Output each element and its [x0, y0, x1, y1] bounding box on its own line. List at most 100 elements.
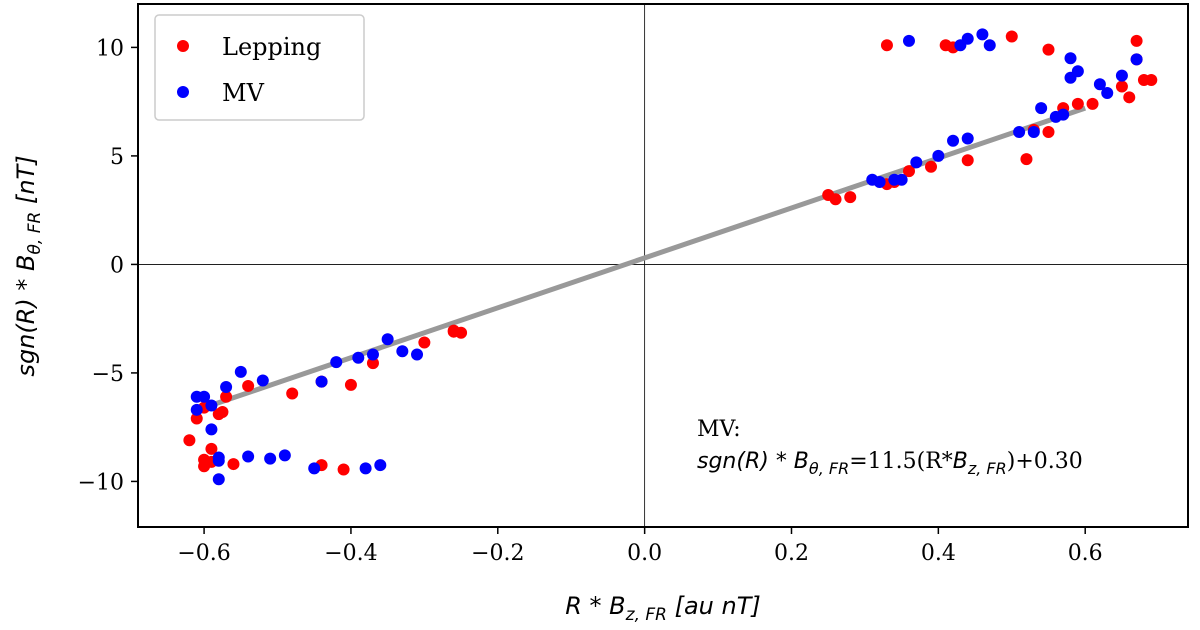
- svg-text:sgn(R) * Bθ, FR [nT]: sgn(R) * Bθ, FR [nT]: [12, 155, 45, 376]
- y-tick-label: −5: [92, 362, 124, 387]
- data-point-mv: [198, 390, 211, 403]
- data-point-mv: [932, 149, 945, 162]
- x-axis-ticks: −0.6 −0.4 −0.2 0.0 0.2 0.4 0.6: [177, 527, 1103, 566]
- data-point-mv: [947, 134, 960, 147]
- legend-label-lepping: Lepping: [222, 33, 321, 61]
- points-layer: [183, 28, 1158, 486]
- data-point-lepping: [1145, 73, 1158, 86]
- data-point-lepping: [829, 193, 842, 206]
- x-tick-label: 0.6: [1068, 541, 1103, 566]
- legend-marker-lepping: [177, 40, 189, 52]
- data-point-lepping: [220, 390, 233, 403]
- data-point-mv: [873, 175, 886, 188]
- data-point-mv: [961, 132, 974, 145]
- data-point-mv: [411, 348, 424, 361]
- data-point-mv: [961, 32, 974, 45]
- data-point-lepping: [242, 379, 255, 392]
- data-point-mv: [1027, 126, 1040, 139]
- y-axis-label: sgn(R) * Bθ, FR [nT]: [12, 155, 45, 376]
- data-point-lepping: [961, 154, 974, 167]
- data-point-lepping: [925, 160, 938, 173]
- data-point-mv: [205, 423, 218, 436]
- data-point-mv: [256, 374, 269, 387]
- legend-label-mv: MV: [222, 79, 265, 107]
- data-point-mv: [278, 449, 291, 462]
- data-point-mv: [212, 473, 225, 486]
- data-point-lepping: [1042, 43, 1055, 56]
- data-point-mv: [315, 375, 328, 388]
- y-tick-label: 10: [96, 36, 124, 61]
- data-point-mv: [190, 403, 203, 416]
- data-point-mv: [220, 381, 233, 394]
- x-tick-label: 0.2: [774, 541, 809, 566]
- x-tick-label: 0.0: [627, 541, 662, 566]
- data-point-mv: [366, 348, 379, 361]
- data-point-lepping: [1020, 153, 1033, 166]
- data-point-mv: [359, 462, 372, 475]
- data-point-lepping: [1071, 97, 1084, 110]
- data-point-lepping: [205, 442, 218, 455]
- data-point-lepping: [1086, 97, 1099, 110]
- data-point-lepping: [366, 357, 379, 370]
- reference-lines: [138, 4, 1188, 527]
- annotation-line-2: sgn(R) * Bθ, FR=11.5(R*Bz, FR)+0.30: [697, 449, 1083, 478]
- data-point-lepping: [902, 165, 915, 178]
- x-tick-label: 0.4: [921, 541, 956, 566]
- x-axis-label-subscript: z, FR: [625, 605, 667, 625]
- data-point-mv: [264, 452, 277, 465]
- data-point-mv: [242, 450, 255, 463]
- data-point-mv: [1115, 69, 1128, 82]
- data-point-lepping: [880, 39, 893, 52]
- x-axis-label: R * Bz, FR [au nT]: [565, 592, 761, 625]
- x-tick-label: −0.4: [324, 541, 377, 566]
- y-axis-label-subscript: θ, FR: [25, 212, 45, 255]
- data-point-lepping: [1123, 91, 1136, 104]
- data-point-mv: [976, 28, 989, 41]
- svg-text:R * Bz, FR [au nT]: R * Bz, FR [au nT]: [565, 592, 761, 625]
- data-point-lepping: [344, 378, 357, 391]
- data-point-mv: [1057, 108, 1070, 121]
- data-point-lepping: [1130, 34, 1143, 47]
- data-point-mv: [381, 333, 394, 346]
- series-lepping: [183, 30, 1158, 476]
- data-point-lepping: [183, 434, 196, 447]
- data-point-lepping: [216, 405, 229, 418]
- data-point-mv: [1013, 126, 1026, 139]
- data-point-mv: [1071, 65, 1084, 78]
- data-point-lepping: [1115, 80, 1128, 93]
- annotation-line-1: MV:: [697, 417, 741, 442]
- data-point-mv: [902, 34, 915, 47]
- data-point-mv: [895, 173, 908, 186]
- data-point-lepping: [1005, 30, 1018, 43]
- legend: Lepping MV: [154, 14, 365, 121]
- data-point-mv: [330, 356, 343, 369]
- legend-marker-mv: [177, 86, 189, 98]
- data-point-mv: [234, 365, 247, 378]
- data-point-mv: [1093, 78, 1106, 91]
- data-point-lepping: [844, 191, 857, 204]
- data-point-lepping: [337, 463, 350, 476]
- data-point-mv: [396, 345, 409, 358]
- data-point-mv: [1035, 102, 1048, 115]
- data-point-mv: [212, 451, 225, 464]
- x-tick-label: −0.2: [471, 541, 524, 566]
- data-point-lepping: [286, 387, 299, 400]
- data-point-mv: [1101, 86, 1114, 99]
- y-tick-label: 0: [110, 253, 124, 278]
- data-point-mv: [205, 399, 218, 412]
- legend-box: [154, 14, 365, 121]
- y-axis-ticks: 10 5 0 −5 −10: [78, 36, 138, 495]
- y-tick-label: −10: [78, 470, 124, 495]
- data-point-mv: [983, 39, 996, 52]
- data-point-lepping: [190, 412, 203, 425]
- data-point-lepping: [455, 326, 468, 339]
- x-tick-label: −0.6: [177, 541, 230, 566]
- data-point-mv: [1064, 52, 1077, 65]
- y-tick-label: 5: [110, 145, 124, 170]
- data-point-lepping: [418, 336, 431, 349]
- series-mv: [190, 28, 1143, 486]
- data-point-lepping: [1042, 126, 1055, 139]
- fit-annotation: MV: sgn(R) * Bθ, FR=11.5(R*Bz, FR)+0.30: [697, 417, 1083, 478]
- data-point-mv: [910, 156, 923, 169]
